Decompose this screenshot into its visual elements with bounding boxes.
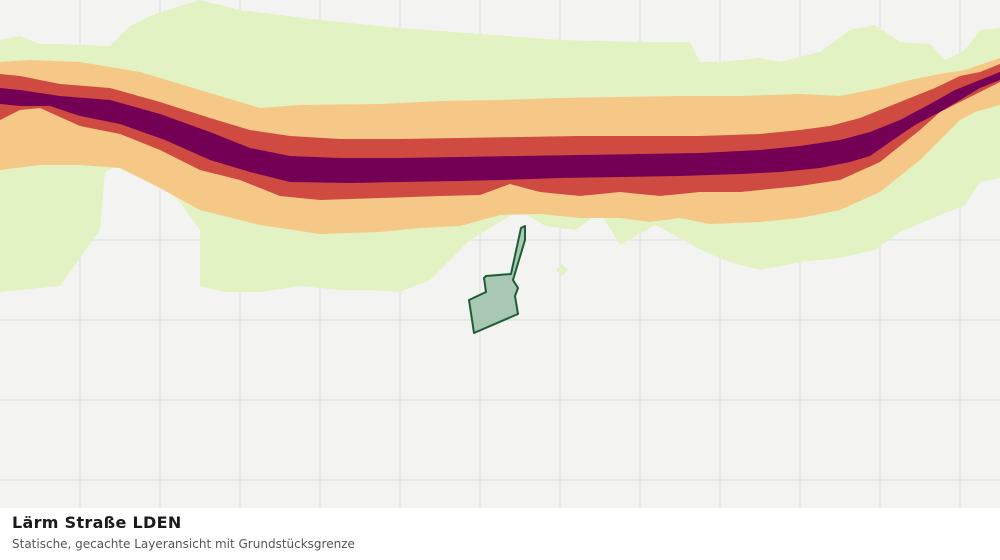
parcel-boundary[interactable] bbox=[468, 225, 526, 334]
map-subtitle: Statische, gecachte Layeransicht mit Gru… bbox=[12, 537, 355, 551]
map-canvas bbox=[0, 0, 1000, 508]
noise-zone-outer-fragment bbox=[556, 264, 568, 276]
map-view[interactable] bbox=[0, 0, 1000, 508]
map-title: Lärm Straße LDEN bbox=[12, 513, 182, 532]
noise-zone-core bbox=[0, 72, 1000, 183]
map-caption: Lärm Straße LDEN Statische, gecachte Lay… bbox=[0, 508, 1000, 560]
